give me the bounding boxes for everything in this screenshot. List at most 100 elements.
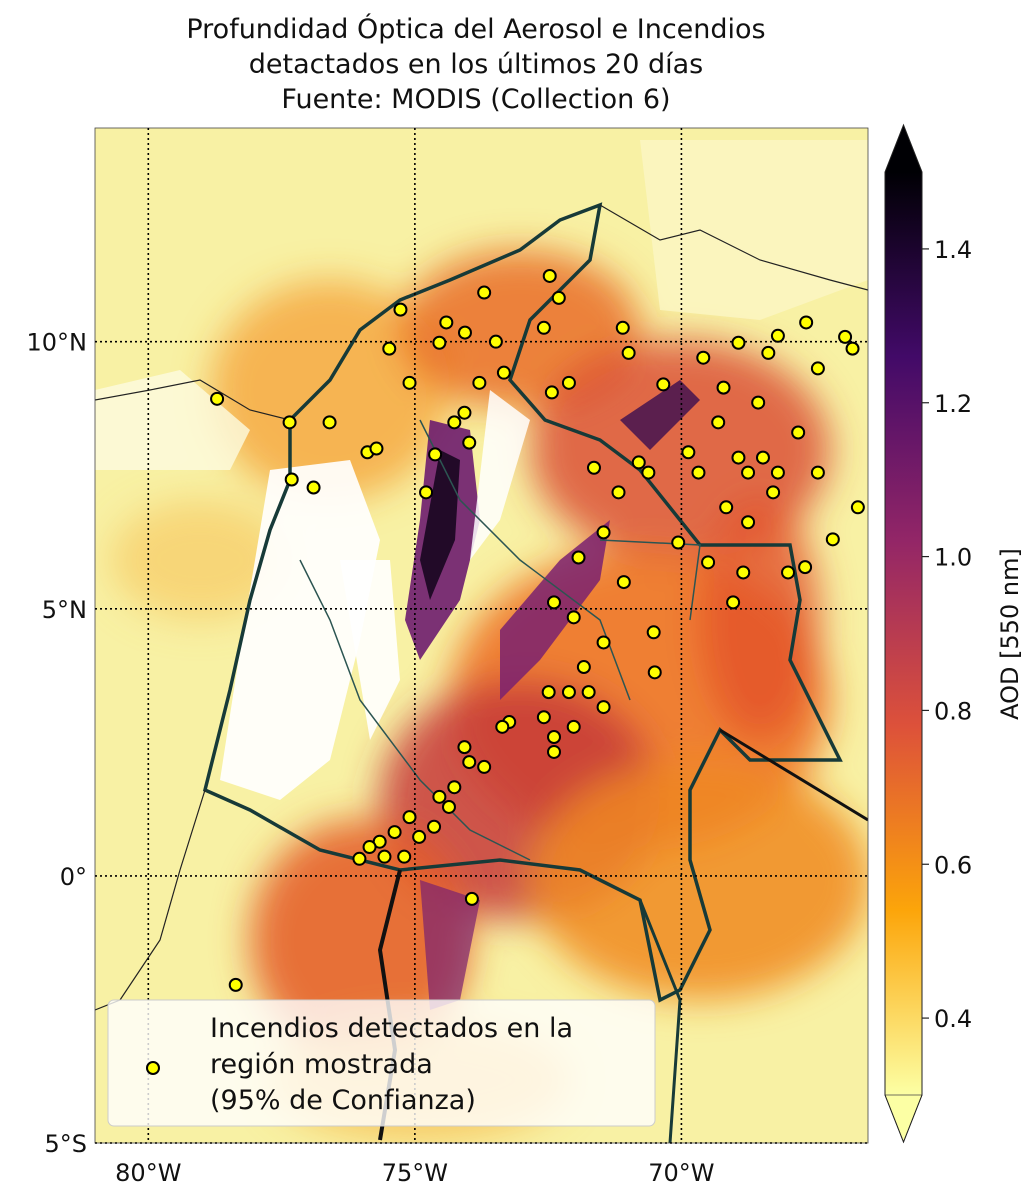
colorbar-extend-top	[885, 125, 922, 172]
country-border	[202, 202, 843, 1003]
fire-point	[566, 719, 581, 734]
fire-point	[731, 450, 746, 465]
fire-point	[352, 851, 367, 866]
fire-point	[402, 375, 417, 390]
country-border	[719, 728, 868, 822]
fire-point	[541, 685, 556, 700]
fire-point	[282, 415, 297, 430]
fire-point	[542, 268, 557, 283]
aod-streak	[620, 380, 700, 450]
fire-point	[362, 840, 377, 855]
fire-point	[457, 405, 472, 420]
y-tick-label: 10°N	[27, 329, 88, 357]
cloud-mask	[95, 370, 250, 470]
fire-point	[402, 810, 417, 825]
fire-point	[596, 700, 611, 715]
fire-point	[726, 595, 741, 610]
fire-point	[561, 685, 576, 700]
fire-point	[472, 375, 487, 390]
fire-point	[761, 345, 776, 360]
fire-point	[646, 625, 661, 640]
fire-point	[536, 320, 551, 335]
fire-point	[551, 290, 566, 305]
fire-point	[387, 825, 402, 840]
fire-point	[586, 460, 601, 475]
cloud-mask	[340, 560, 400, 740]
fire-point	[369, 441, 384, 456]
fire-point	[596, 525, 611, 540]
fire-point	[596, 635, 611, 650]
fire-point	[477, 285, 492, 300]
fire-point	[571, 550, 586, 565]
colorbar: AOD [550 nm] 0.4 0.6 0.8 1.0 1.2 1.4	[884, 123, 1024, 1144]
fire-point	[457, 740, 472, 755]
fire-point	[731, 335, 746, 350]
fire-point	[377, 849, 392, 864]
fire-point	[781, 565, 796, 580]
y-tick-label: 5°N	[42, 596, 87, 624]
fire-point	[696, 350, 711, 365]
fire-point	[647, 665, 662, 680]
aod-streak	[420, 880, 480, 1010]
aod-field	[95, 128, 868, 1143]
fire-point	[432, 789, 447, 804]
fire-point	[228, 977, 243, 992]
fire-point	[810, 465, 825, 480]
fire-point	[770, 465, 785, 480]
fire-point	[382, 341, 397, 356]
fire-point	[850, 500, 865, 515]
legend-box	[107, 999, 656, 1127]
legend-label: Incendios detectados en la región mostrad…	[210, 1013, 573, 1116]
fire-point	[576, 660, 591, 675]
fire-point	[447, 780, 462, 795]
y-tick-label: 0°	[60, 863, 87, 891]
legend: Incendios detectados en la región mostrad…	[107, 999, 656, 1127]
fire-point	[799, 315, 814, 330]
fire-point	[462, 435, 477, 450]
fire-point	[656, 377, 671, 392]
graticule	[95, 128, 868, 1144]
fire-point	[755, 450, 770, 465]
legend-marker	[146, 1061, 160, 1075]
fire-point	[810, 361, 825, 376]
fire-point	[488, 334, 503, 349]
fire-point	[457, 325, 472, 340]
fire-point	[536, 710, 551, 725]
fire-point	[397, 849, 412, 864]
fire-point	[439, 315, 454, 330]
fire-point	[719, 500, 734, 515]
fire-point	[716, 380, 731, 395]
fire-point	[798, 560, 813, 575]
colorbar-tick-label: 1.0	[934, 544, 972, 572]
fire-point	[477, 759, 492, 774]
fire-point	[496, 365, 511, 380]
fire-point	[447, 415, 462, 430]
fire-point	[631, 455, 646, 470]
fire-point	[611, 485, 626, 500]
fire-point	[544, 385, 559, 400]
fire-point	[412, 829, 427, 844]
fire-point	[547, 744, 562, 759]
fire-point	[616, 575, 631, 590]
colorbar-tick-label: 0.8	[934, 697, 972, 725]
coastline	[95, 379, 291, 421]
fire-point	[751, 395, 766, 410]
y-tick-label: 5°S	[44, 1130, 87, 1158]
fire-point	[495, 719, 510, 734]
colorbar-tick-label: 0.6	[934, 851, 972, 879]
fire-point	[284, 472, 299, 487]
fire-point	[566, 610, 581, 625]
fire-point	[766, 485, 781, 500]
fire-point	[641, 465, 656, 480]
fire-point	[825, 532, 840, 547]
fire-point	[393, 302, 408, 317]
cloud-mask	[220, 460, 380, 800]
fire-point	[621, 345, 636, 360]
fire-point	[671, 535, 686, 550]
colorbar-tick-label: 0.4	[934, 1005, 972, 1033]
fire-point	[681, 445, 696, 460]
fire-point	[615, 320, 630, 335]
